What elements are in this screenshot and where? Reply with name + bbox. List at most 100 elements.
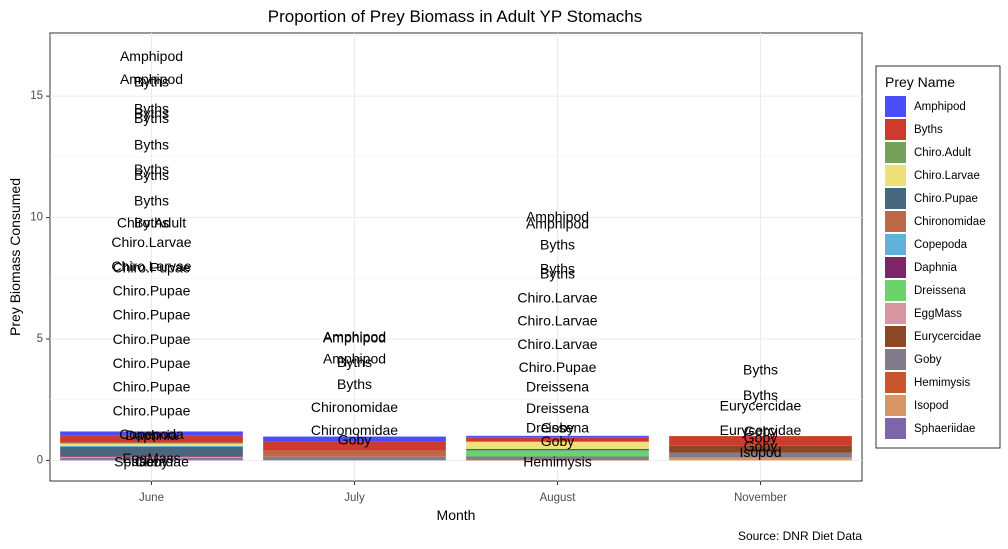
legend-swatch-isopod	[885, 395, 906, 416]
point-label-july-byths: Byths	[337, 354, 372, 370]
point-label-june-sphaeriidae: Sphaeriidae	[114, 454, 189, 470]
point-label-june-amphipod: Amphipod	[120, 71, 183, 87]
point-label-july-goby: Goby	[338, 432, 371, 448]
point-label-august-chiro-pupae: Chiro.Pupae	[519, 359, 597, 375]
legend-swatch-eurycercidae	[885, 326, 906, 347]
point-label-august-chiro-larvae: Chiro.Larvae	[517, 336, 597, 352]
bar-segment-august-amphipod	[466, 435, 649, 438]
legend-label-chiro-adult: Chiro.Adult	[914, 147, 972, 159]
y-axis: 0 5 10 15	[30, 90, 50, 466]
point-label-june-goby: Goby	[135, 454, 168, 470]
point-label-november-eurycercidae: Eurycercidae	[720, 422, 802, 438]
point-label-june-chiro-pupae: Chiro.Pupae	[113, 331, 191, 347]
point-label-august-byths: Byths	[540, 265, 575, 281]
point-label-august-chiro-larvae: Chiro.Larvae	[517, 290, 597, 306]
y-tick-label: 10	[30, 212, 43, 224]
point-label-june-chiro-pupae: Chiro.Pupae	[113, 378, 191, 394]
point-label-november-goby: Goby	[744, 438, 777, 454]
point-label-august-hemimysis: Hemimysis	[523, 454, 591, 470]
point-label-june-byths: Byths	[134, 105, 169, 121]
point-label-august-goby: Goby	[541, 420, 574, 436]
point-label-june-byths: Byths	[134, 193, 169, 209]
legend-label-chironomidae: Chironomidae	[914, 216, 986, 228]
legend-swatch-amphipod	[885, 96, 906, 117]
bar-segment-june-goby	[60, 457, 243, 460]
point-label-june-chiro-pupae: Chiro.Pupae	[113, 355, 191, 371]
bar-segment-june-sphaeriidae	[60, 459, 243, 461]
point-label-july-chironomidae: Chironomidae	[311, 399, 398, 415]
point-label-november-goby: Goby	[744, 429, 777, 445]
bar-segment-november-byths	[669, 436, 852, 446]
plot-panel	[49, 32, 863, 482]
point-label-july-amphipod: Amphipod	[323, 350, 386, 366]
legend-label-chiro-larvae: Chiro.Larvae	[914, 170, 980, 182]
point-label-july-amphipod: Amphipod	[323, 329, 386, 345]
point-label-august-dreissena: Dreissena	[526, 420, 589, 436]
legend-label-byths: Byths	[914, 124, 943, 136]
point-label-august-dreissena: Dreissena	[526, 400, 589, 416]
legend-swatch-eggmass	[885, 303, 906, 324]
bar-segment-july-byths	[263, 441, 446, 451]
legend-swatch-chiro-larvae	[885, 165, 906, 186]
point-labels: AmphipodAmphipodBythsBythsBythsBythsByth…	[111, 48, 801, 470]
point-label-june-chiro-pupae: Chiro.Pupae	[113, 403, 191, 419]
legend-swatch-daphnia	[885, 257, 906, 278]
point-label-august-goby: Goby	[541, 433, 574, 449]
stacked-bars	[60, 431, 852, 461]
legend-swatch-copepoda	[885, 234, 906, 255]
bar-segment-june-chiro-larvae	[60, 443, 243, 446]
point-label-june-byths: Byths	[134, 100, 169, 116]
point-label-august-dreissena: Dreissena	[526, 378, 589, 394]
x-axis: June July August November	[139, 481, 787, 504]
legend-title: Prey Name	[885, 74, 955, 90]
x-tick-label-august: August	[540, 492, 577, 504]
point-label-june-byths: Byths	[134, 214, 169, 230]
point-label-july-byths: Byths	[337, 376, 372, 392]
x-tick-label-june: June	[139, 492, 164, 504]
legend-swatch-chironomidae	[885, 211, 906, 232]
legend-swatch-byths	[885, 119, 906, 140]
bar-segment-june-daphnia	[60, 455, 243, 457]
point-label-june-chiro-pupae: Chiro.Pupae	[113, 307, 191, 323]
point-label-june-chiro-adult: Chiro.Adult	[117, 214, 186, 230]
point-label-june-byths: Byths	[134, 110, 169, 126]
point-label-june-chiro-pupae: Chiro.Pupae	[113, 282, 191, 298]
point-label-june-byths: Byths	[134, 74, 169, 90]
bar-segment-june-copepoda	[60, 445, 243, 447]
point-label-june-chiro-larvae: Chiro.Larvae	[111, 234, 191, 250]
point-label-november-goby: Goby	[744, 423, 777, 439]
bar-segment-august-dreissena	[466, 450, 649, 457]
legend-label-chiro-pupae: Chiro.Pupae	[914, 193, 978, 205]
point-label-june-byths: Byths	[134, 161, 169, 177]
x-axis-title: Month	[437, 507, 476, 523]
bar-segment-november-goby	[669, 452, 852, 458]
bar-segment-august-byths	[466, 437, 649, 442]
point-label-june-byths: Byths	[134, 167, 169, 183]
point-label-june-chiro-pupae: Chiro.Pupae	[113, 259, 191, 275]
legend-swatch-hemimysis	[885, 372, 906, 393]
bar-segment-june-chiro-pupae	[60, 446, 243, 456]
legend-swatch-sphaeriidae	[885, 418, 906, 439]
legend-label-hemimysis: Hemimysis	[914, 377, 970, 389]
point-label-november-eurycercidae: Eurycercidae	[720, 398, 802, 414]
y-tick-label: 5	[37, 333, 43, 345]
point-label-july-amphipod: Amphipod	[323, 330, 386, 346]
legend-label-daphnia: Daphnia	[914, 262, 957, 274]
legend-swatch-chiro-pupae	[885, 188, 906, 209]
legend-swatch-chiro-adult	[885, 142, 906, 163]
point-label-november-byths: Byths	[743, 361, 778, 377]
legend: Prey Name Amphipod Byths Chiro.Adult Chiro.…	[875, 65, 1001, 449]
x-tick-label-july: July	[344, 492, 365, 504]
point-label-june-daphnia: Daphnia	[125, 427, 177, 443]
bar-segment-november-isopod	[669, 457, 852, 461]
point-label-august-byths: Byths	[540, 261, 575, 277]
chart-caption: Source: DNR Diet Data	[738, 529, 862, 543]
point-label-august-amphipod: Amphipod	[526, 216, 589, 232]
bar-segment-july-goby	[263, 456, 446, 461]
bar-segment-november-eurycercidae	[669, 445, 852, 453]
grid-lines	[50, 33, 862, 481]
bar-segment-july-chironomidae	[263, 450, 446, 457]
point-label-august-chiro-larvae: Chiro.Larvae	[517, 313, 597, 329]
legend-label-amphipod: Amphipod	[914, 101, 966, 113]
